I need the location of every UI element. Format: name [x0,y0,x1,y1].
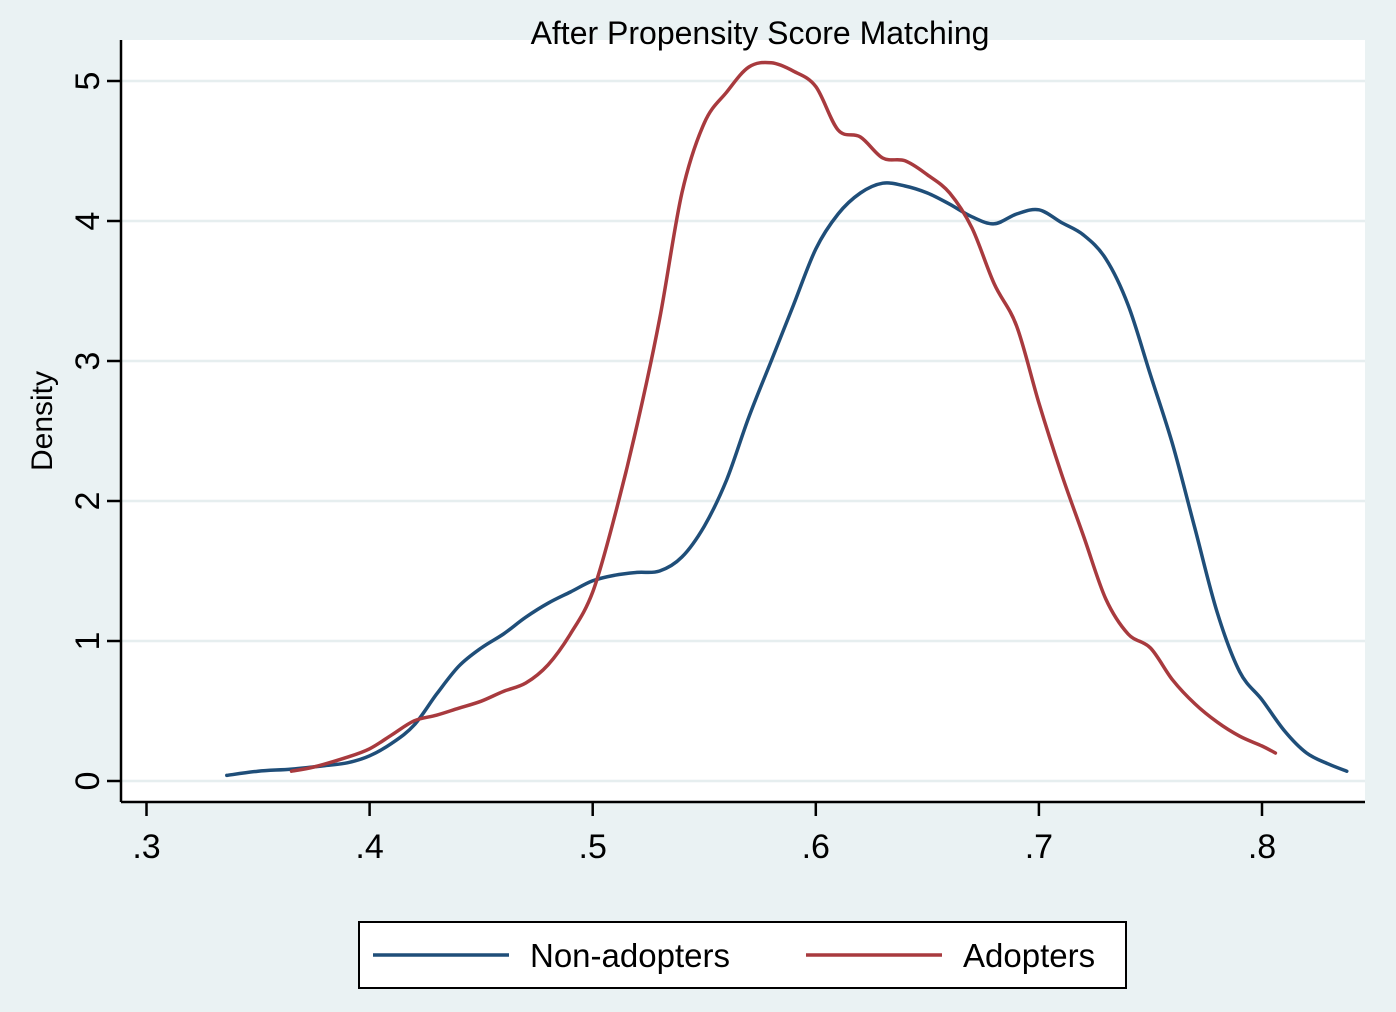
x-tick-label-2: .5 [579,828,607,866]
y-tick-label-4: 4 [69,212,107,231]
y-axis-ticks: 0 1 2 3 4 5 [69,72,121,791]
plot-area [121,40,1365,802]
x-tick-label-5: .8 [1248,828,1276,866]
series-line-non-adopters [225,181,1349,778]
x-axis-ticks: .3 .4 .5 .6 .7 .8 [132,802,1276,866]
legend-label-adopters: Adopters [963,937,1095,974]
y-tick-label-0: 0 [69,772,107,791]
x-tick-label-0: .3 [132,828,160,866]
grid-lines [121,79,1365,783]
y-tick-label-1: 1 [69,632,107,651]
y-tick-label-2: 2 [69,492,107,511]
series-line-adopters [289,60,1278,773]
x-tick-label-1: .4 [355,828,383,866]
y-tick-label-3: 3 [69,352,107,371]
y-tick-label-5: 5 [69,72,107,91]
x-tick-label-3: .6 [802,828,830,866]
legend: Non-adopters Adopters [358,921,1127,989]
chart-title: After Propensity Score Matching [531,15,990,51]
y-axis-title: Density [26,371,59,471]
legend-label-non-adopters: Non-adopters [530,937,730,974]
series-lines [225,60,1349,778]
x-tick-label-4: .7 [1025,828,1053,866]
